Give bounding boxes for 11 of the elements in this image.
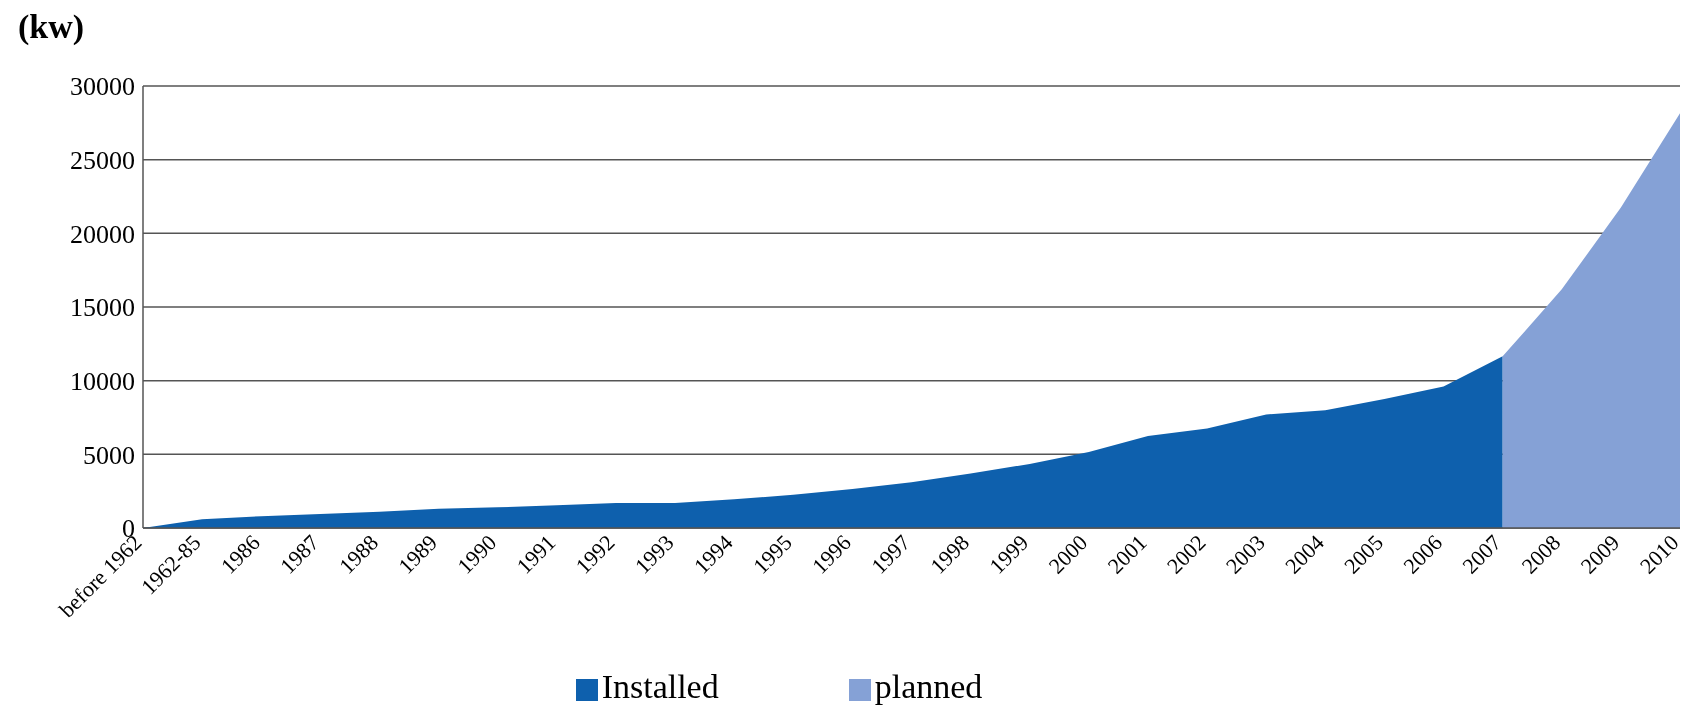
y-axis-title: (kw) — [18, 8, 85, 46]
x-tick-label: 1991 — [511, 529, 561, 579]
legend-label: planned — [874, 668, 983, 705]
y-tick-label: 5000 — [83, 440, 135, 470]
y-tick-label: 30000 — [70, 72, 135, 102]
legend-label: Installed — [601, 668, 719, 705]
x-tick-label: 2001 — [1102, 529, 1152, 579]
y-tick-label: 15000 — [70, 293, 135, 323]
y-tick-label: 20000 — [70, 219, 135, 249]
y-tick-label: 10000 — [70, 366, 135, 396]
y-tick-label: 25000 — [70, 145, 135, 175]
